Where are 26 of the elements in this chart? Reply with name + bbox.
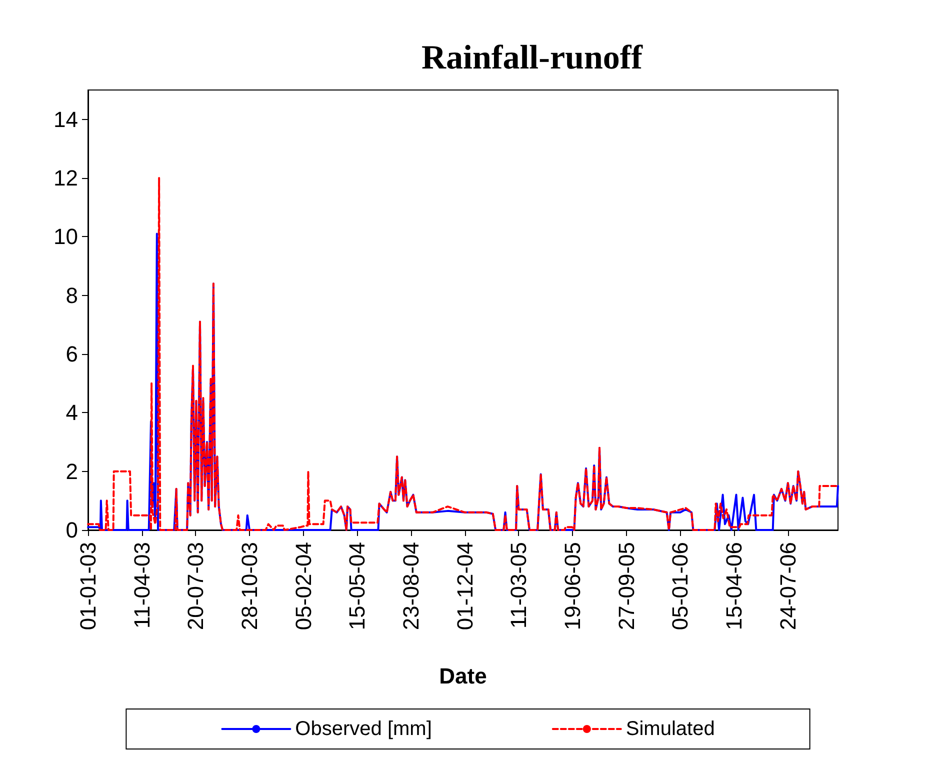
x-tick-label: 15-05-04 xyxy=(344,542,370,630)
y-tick-label: 4 xyxy=(66,400,78,426)
x-tick-label: 01-12-04 xyxy=(452,542,478,630)
x-tick-label: 27-09-05 xyxy=(614,542,639,630)
y-tick-label: 6 xyxy=(66,342,78,366)
x-tick-label: 15-04-06 xyxy=(722,542,747,630)
x-tick-label: 05-01-06 xyxy=(668,542,693,630)
x-tick-label: 11-04-03 xyxy=(129,542,154,628)
x-tick-label: 05-02-04 xyxy=(290,542,316,630)
x-tick-label: 28-10-03 xyxy=(237,542,262,630)
x-tick-label: 20-07-03 xyxy=(183,542,208,630)
y-tick-label: 10 xyxy=(54,224,78,250)
y-tick-label: 14 xyxy=(54,106,78,132)
legend-label: Observed [mm] xyxy=(295,718,432,740)
chart-title: Rainfall-runoff xyxy=(422,40,644,76)
x-tick-label: 23-08-04 xyxy=(398,542,424,630)
x-tick-label: 01-01-03 xyxy=(76,542,100,630)
y-tick-label: 12 xyxy=(54,166,78,190)
x-tick-label: 24-07-06 xyxy=(775,542,800,630)
y-tick-label: 0 xyxy=(66,518,78,542)
x-tick-label: 19-06-05 xyxy=(560,542,586,630)
x-axis-title: Date xyxy=(439,664,487,688)
x-tick-label: 11-03-05 xyxy=(506,542,532,628)
y-tick-label: 2 xyxy=(66,458,78,484)
y-tick-label: 8 xyxy=(66,282,78,308)
legend-label: Simulated xyxy=(626,718,715,740)
